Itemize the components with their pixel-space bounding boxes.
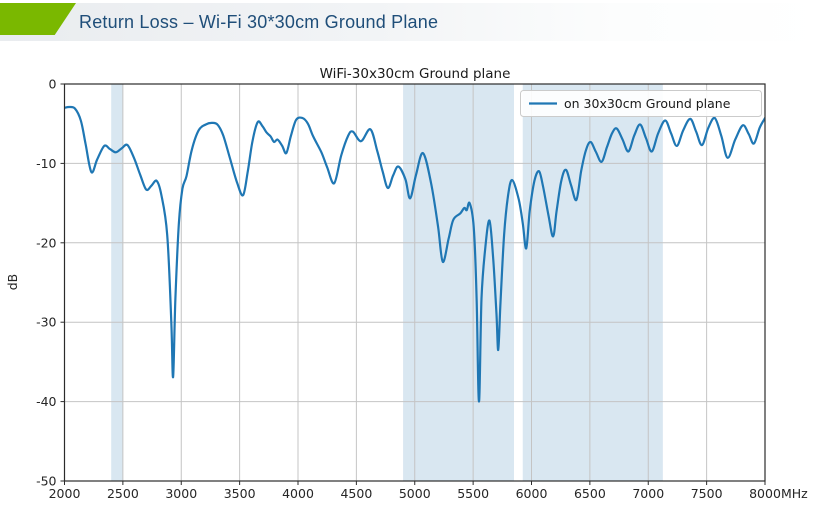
x-tick-label: 6000 (516, 486, 548, 501)
highlight-band (522, 84, 663, 481)
plot-area: 2000 2500 3000 3500 4000 4500 5000 5500 6000 6500… (36, 77, 781, 502)
x-tick-label: 3500 (224, 486, 256, 501)
x-tick-label: 8000 (749, 486, 781, 501)
x-tick-label: 4000 (282, 486, 314, 501)
x-tick-label: 5000 (399, 486, 431, 501)
y-tick-label: -10 (36, 156, 56, 171)
x-tick-label: 7000 (632, 486, 664, 501)
slide-header: Return Loss – Wi-Fi 30*30cm Ground Plane (0, 3, 824, 41)
y-axis-label: dB (5, 274, 20, 291)
y-tick-label: -30 (36, 315, 56, 330)
x-tick-label: 2500 (107, 486, 139, 501)
x-tick-label: 7500 (691, 486, 723, 501)
y-tick-label: -50 (36, 474, 56, 489)
x-tick-label: 2000 (49, 486, 81, 501)
y-tick-label: -20 (36, 235, 56, 250)
legend-box (520, 90, 762, 117)
legend-label: on 30x30cm Ground plane (564, 96, 731, 111)
series-line (64, 105, 765, 403)
x-tick-label: 5500 (457, 486, 489, 501)
highlight-band (111, 84, 123, 481)
highlight-band (403, 84, 514, 481)
x-tick-label: 4500 (340, 486, 372, 501)
x-axis-unit-label: MHz (781, 486, 808, 501)
chart-title: WiFi-30x30cm Ground plane (320, 66, 511, 82)
legend: on 30x30cm Ground plane (520, 90, 762, 117)
y-tick-label: -40 (36, 394, 56, 409)
x-tick-label: 6500 (574, 486, 606, 501)
y-tick-label: 0 (49, 77, 57, 92)
x-tick-label: 3000 (165, 486, 197, 501)
page-title: Return Loss – Wi-Fi 30*30cm Ground Plane (79, 11, 439, 32)
